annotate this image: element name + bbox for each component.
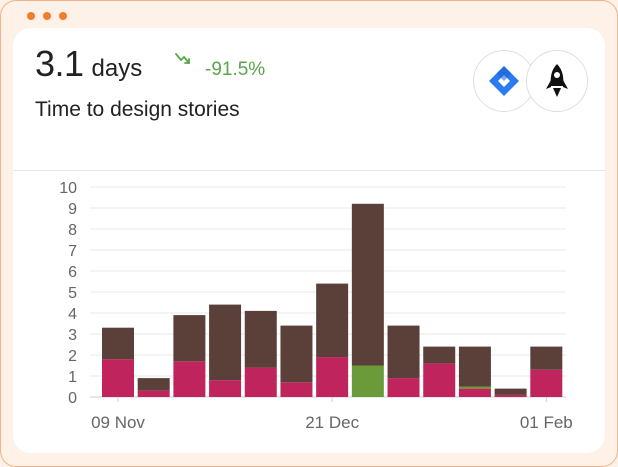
bar-segment[interactable] bbox=[316, 357, 349, 397]
bar-segment[interactable] bbox=[351, 203, 384, 366]
x-tick-label: 21 Dec bbox=[305, 413, 359, 432]
bar-segment[interactable] bbox=[209, 304, 242, 381]
window-dot-icon[interactable] bbox=[59, 12, 67, 20]
bar-segment[interactable] bbox=[316, 283, 349, 358]
bar-segment[interactable] bbox=[244, 310, 277, 368]
bar-segment[interactable] bbox=[458, 388, 491, 397]
jira-icon bbox=[489, 66, 519, 96]
bar-segment[interactable] bbox=[530, 369, 563, 397]
x-tick-label: 09 Nov bbox=[91, 413, 145, 432]
y-tick-label: 10 bbox=[59, 180, 77, 197]
window-dot-icon[interactable] bbox=[27, 12, 35, 20]
bar-segment[interactable] bbox=[423, 346, 456, 364]
y-tick-label: 8 bbox=[68, 222, 77, 239]
bar-segment[interactable] bbox=[102, 359, 134, 397]
bar-segment[interactable] bbox=[173, 361, 206, 397]
metric-card: 3.1 days -91.5% Time to design stories bbox=[13, 28, 605, 453]
bar-segment[interactable] bbox=[494, 394, 527, 397]
stacked-bar-chart: 0 1 2 3 4 5 6 7 8 9 10 09 Nov 21 Dec 01 Feb bbox=[59, 180, 573, 432]
bar-segment[interactable] bbox=[173, 315, 206, 362]
bar-segment[interactable] bbox=[102, 327, 134, 360]
trend-down-icon bbox=[175, 53, 190, 64]
x-axis-ticks: 09 Nov 21 Dec 01 Feb bbox=[91, 397, 573, 432]
jira-integration-badge[interactable] bbox=[473, 50, 535, 112]
metric-subtitle: Time to design stories bbox=[35, 98, 240, 121]
bar-segment[interactable] bbox=[280, 325, 313, 383]
card-header: 3.1 days -91.5% Time to design stories bbox=[13, 28, 605, 171]
bar-segment[interactable] bbox=[530, 346, 563, 370]
metric-value-group: 3.1 days bbox=[35, 43, 142, 85]
bar-segment[interactable] bbox=[423, 363, 456, 397]
bar-segment[interactable] bbox=[458, 346, 491, 387]
y-tick-label: 5 bbox=[68, 285, 77, 302]
y-axis-ticks: 0 1 2 3 4 5 6 7 8 9 10 bbox=[59, 180, 77, 407]
metric-unit: days bbox=[91, 55, 143, 82]
y-tick-label: 3 bbox=[68, 327, 77, 344]
y-tick-label: 6 bbox=[68, 264, 77, 281]
bar-segment[interactable] bbox=[387, 378, 420, 397]
bar-segment[interactable] bbox=[494, 388, 527, 395]
bar-segment[interactable] bbox=[351, 365, 384, 398]
bar-segment[interactable] bbox=[280, 382, 313, 397]
x-tick-label: 01 Feb bbox=[520, 413, 573, 432]
rocket-integration-badge[interactable] bbox=[526, 50, 588, 112]
bar-segment[interactable] bbox=[458, 386, 491, 389]
y-tick-label: 1 bbox=[68, 369, 77, 386]
chart-bars bbox=[102, 203, 563, 398]
rocket-icon bbox=[546, 64, 568, 97]
y-tick-label: 9 bbox=[68, 201, 77, 218]
window-controls bbox=[27, 12, 67, 20]
bar-segment[interactable] bbox=[244, 367, 277, 397]
bar-segment[interactable] bbox=[387, 325, 420, 379]
bar-segment[interactable] bbox=[209, 380, 242, 397]
y-tick-label: 4 bbox=[68, 306, 77, 323]
trend-percentage: -91.5% bbox=[205, 59, 266, 80]
y-tick-label: 7 bbox=[68, 243, 77, 260]
window-dot-icon[interactable] bbox=[43, 12, 51, 20]
y-tick-label: 0 bbox=[68, 390, 77, 407]
y-tick-label: 2 bbox=[68, 348, 77, 365]
bar-segment[interactable] bbox=[137, 390, 170, 397]
metric-value: 3.1 bbox=[35, 43, 84, 84]
bar-segment[interactable] bbox=[137, 378, 170, 391]
